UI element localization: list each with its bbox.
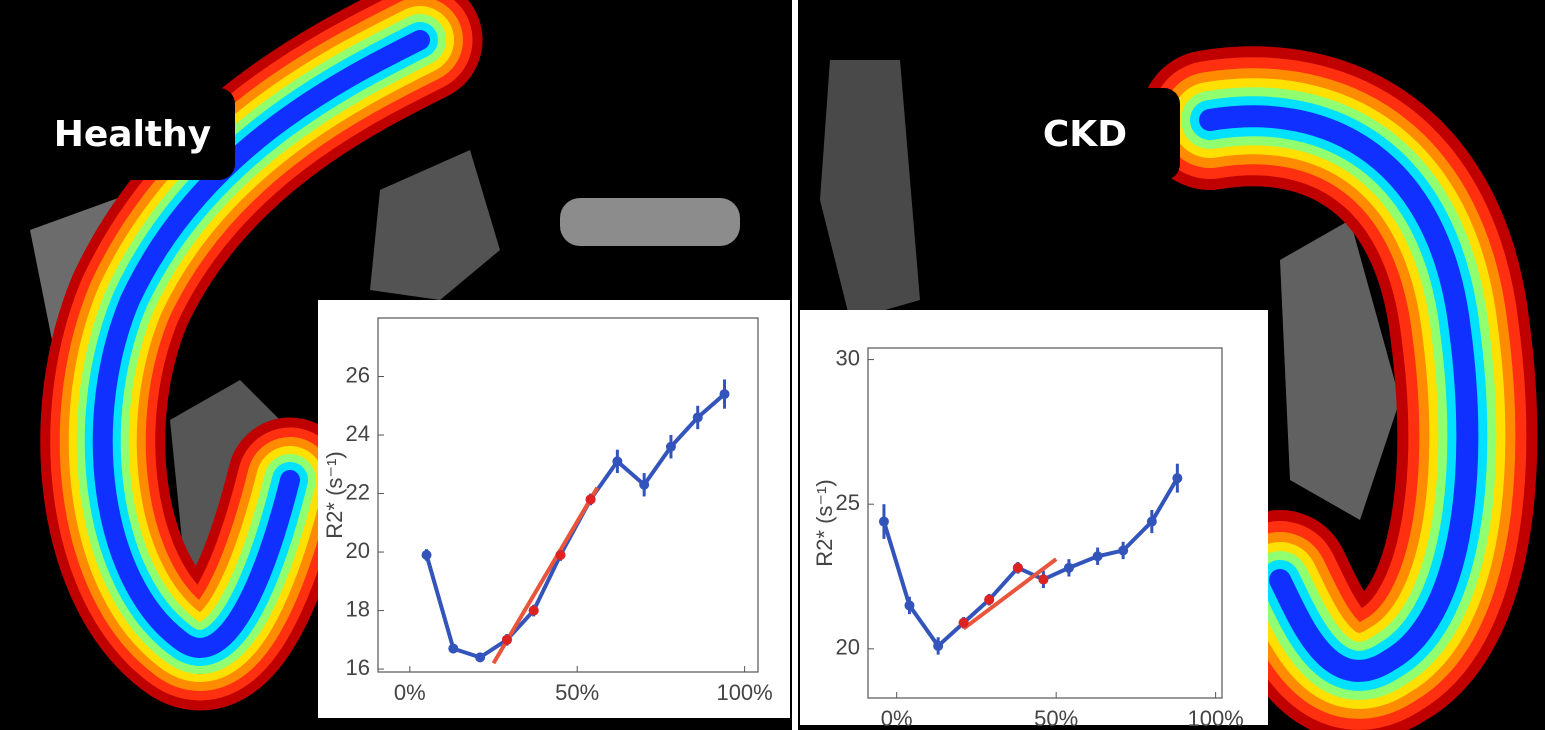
marker: [933, 640, 944, 651]
panel-label: Healthy: [54, 114, 211, 155]
x-tick-label: 0%: [881, 706, 913, 730]
marker: [585, 494, 596, 505]
kidney-rainbow: [40, 0, 483, 711]
marker: [555, 549, 566, 560]
marker: [958, 617, 969, 628]
marker: [639, 479, 650, 490]
marker: [612, 456, 623, 467]
marker: [904, 600, 915, 611]
kidney-rainbow: [1140, 46, 1538, 730]
marker: [1012, 562, 1023, 573]
series-line: [962, 557, 1058, 631]
inset-chart: 16 18 20 22 24 26 0% 50% 100% R2* (s⁻¹): [318, 300, 790, 718]
marker: [528, 605, 539, 616]
panel-label: CKD: [1043, 114, 1127, 155]
series-line: [491, 486, 600, 665]
marker: [421, 549, 432, 560]
marker: [984, 594, 995, 605]
series-line: [882, 477, 1180, 648]
marker: [1063, 562, 1074, 573]
y-tick-label: 20: [836, 635, 860, 660]
y-tick-label: 30: [836, 345, 860, 370]
x-tick-label: 50%: [1034, 706, 1078, 730]
plot-frame: [377, 317, 759, 673]
mri-right: [820, 46, 1538, 730]
marker: [1038, 574, 1049, 585]
marker: [665, 441, 676, 452]
marker: [501, 634, 512, 645]
marker: [1092, 551, 1103, 562]
y-tick-label: 18: [346, 596, 370, 621]
x-tick-label: 100%: [1187, 706, 1243, 730]
marker: [448, 643, 459, 654]
y-tick-label: 20: [346, 538, 370, 563]
mri-left: [30, 0, 740, 711]
y-tick-label: 16: [346, 655, 370, 680]
x-tick-label: 50%: [555, 680, 599, 705]
marker: [1172, 473, 1183, 484]
y-axis-label: R2* (s⁻¹): [812, 479, 837, 566]
y-tick-label: 22: [346, 479, 370, 504]
marker: [878, 516, 889, 527]
marker: [719, 389, 730, 400]
divider: [792, 0, 798, 730]
y-tick-label: 25: [836, 490, 860, 515]
tissue: [1280, 220, 1400, 520]
tissue: [560, 198, 740, 246]
marker: [1146, 516, 1157, 527]
inset-chart: 20 25 30 0% 50% 100% R2* (s⁻¹): [800, 310, 1268, 730]
marker: [692, 412, 703, 423]
panel-label-box: [990, 88, 1180, 180]
marker: [475, 652, 486, 663]
plot-frame: [867, 347, 1223, 699]
y-tick-label: 24: [346, 421, 370, 446]
tissue: [820, 60, 920, 320]
x-tick-label: 100%: [716, 680, 772, 705]
y-axis-label: R2* (s⁻¹): [322, 451, 347, 538]
marker: [1118, 545, 1129, 556]
panel-label-box: [30, 88, 235, 180]
tissue: [370, 150, 500, 300]
y-tick-label: 26: [346, 362, 370, 387]
x-tick-label: 0%: [394, 680, 426, 705]
